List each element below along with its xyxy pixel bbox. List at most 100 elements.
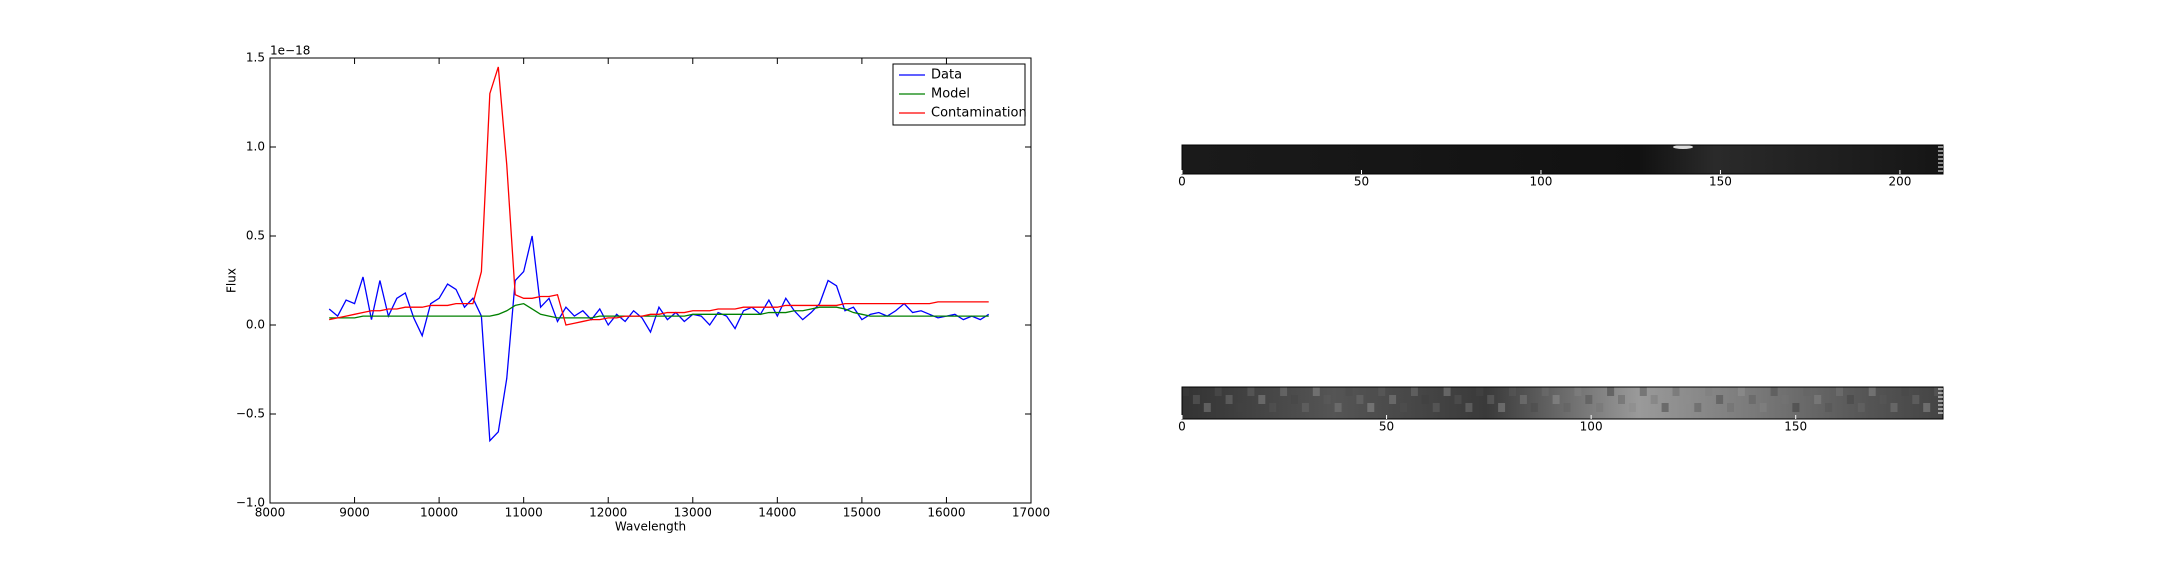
image-texture xyxy=(1607,387,1615,396)
image-texture xyxy=(1530,403,1538,412)
image-texture xyxy=(1846,395,1854,404)
x-tick-label: 15000 xyxy=(843,506,881,520)
data-line xyxy=(328,235,990,443)
x-tick-label: 11000 xyxy=(505,506,543,520)
image-texture xyxy=(1465,403,1473,412)
image-texture xyxy=(1672,387,1680,396)
x-tick-label: 200 xyxy=(1888,175,1911,189)
image-texture xyxy=(1781,395,1789,404)
image-texture xyxy=(1367,403,1375,412)
image-texture xyxy=(1410,387,1418,396)
image-texture xyxy=(1934,387,1942,396)
image-texture xyxy=(1312,387,1320,396)
x-tick-label: 50 xyxy=(1354,175,1369,189)
y-axis-label: Flux xyxy=(225,268,239,293)
y-tick-label: 0.0 xyxy=(246,318,265,332)
image-frame xyxy=(1181,386,1944,420)
x-tick-label: 50 xyxy=(1379,420,1394,434)
image-texture xyxy=(1596,403,1604,412)
image-texture xyxy=(1737,387,1745,396)
image-texture xyxy=(1759,403,1767,412)
image-texture xyxy=(1683,395,1691,404)
data-line xyxy=(329,66,989,326)
x-tick-label: 8000 xyxy=(255,506,286,520)
image-texture xyxy=(1225,395,1233,404)
image-texture xyxy=(1618,395,1625,404)
image-texture xyxy=(1345,387,1353,396)
image-texture xyxy=(1661,403,1669,412)
x-tick-label: 13000 xyxy=(674,506,712,520)
image-texture xyxy=(1814,395,1822,404)
image-texture xyxy=(1923,403,1931,412)
image-texture xyxy=(1868,387,1876,396)
image-texture xyxy=(1323,395,1331,404)
x-tick-label: 10000 xyxy=(420,506,458,520)
image-texture xyxy=(1563,403,1571,412)
x-tick-label: 14000 xyxy=(758,506,796,520)
image-texture xyxy=(1334,403,1342,412)
image-texture xyxy=(1639,387,1647,396)
image-feature xyxy=(1673,145,1693,149)
image-texture xyxy=(1857,403,1865,412)
image-texture xyxy=(1716,395,1724,404)
image-texture xyxy=(1705,387,1713,396)
image-texture xyxy=(1443,387,1451,396)
data-line xyxy=(329,302,989,319)
image-texture xyxy=(1727,403,1734,412)
image-pixels xyxy=(1182,145,1943,174)
image-texture xyxy=(1901,387,1909,396)
image-texture xyxy=(1836,387,1843,396)
image-texture xyxy=(1192,395,1200,404)
image-texture xyxy=(1890,403,1898,412)
image-texture xyxy=(1509,387,1516,396)
image-texture xyxy=(1748,395,1756,404)
x-tick-label: 150 xyxy=(1784,420,1807,434)
y-tick-label: −1.0 xyxy=(236,496,265,510)
y-tick-label: 1.0 xyxy=(246,140,265,154)
image-texture xyxy=(1912,395,1920,404)
x-tick-label: 150 xyxy=(1709,175,1732,189)
image-texture xyxy=(1247,387,1255,396)
image-texture xyxy=(1421,395,1429,404)
image-texture xyxy=(1498,403,1506,412)
image-texture xyxy=(1236,403,1244,412)
image-texture xyxy=(1258,395,1266,404)
x-tick-label: 0 xyxy=(1178,175,1186,189)
x-tick-label: 0 xyxy=(1178,420,1186,434)
image-texture xyxy=(1291,395,1298,404)
legend-label: Contamination xyxy=(931,106,1027,121)
image-texture xyxy=(1182,387,1189,396)
legend-box xyxy=(892,63,1026,126)
image-texture xyxy=(1269,403,1277,412)
image-texture xyxy=(1280,387,1288,396)
image-texture xyxy=(1770,387,1778,396)
image-texture xyxy=(1585,395,1593,404)
offset-text: 1e−18 xyxy=(270,44,310,58)
image-texture xyxy=(1214,387,1222,396)
image-texture xyxy=(1476,387,1484,396)
image-texture xyxy=(1694,403,1702,412)
image-texture xyxy=(1628,403,1636,412)
y-tick-label: −0.5 xyxy=(236,407,265,421)
y-tick-label: 1.5 xyxy=(246,51,265,65)
image-texture xyxy=(1432,403,1440,412)
legend-label: Data xyxy=(931,68,962,83)
image-texture xyxy=(1650,395,1658,404)
image-texture xyxy=(1454,395,1462,404)
x-tick-label: 100 xyxy=(1580,420,1603,434)
x-tick-label: 17000 xyxy=(1012,506,1050,520)
image-texture xyxy=(1803,387,1811,396)
x-tick-label: 100 xyxy=(1530,175,1553,189)
image-texture xyxy=(1301,403,1309,412)
plot-area xyxy=(270,58,1031,503)
image-texture xyxy=(1487,395,1495,404)
axes-frame xyxy=(269,57,1032,504)
x-tick-label: 16000 xyxy=(927,506,965,520)
legend-label: Model xyxy=(931,87,970,102)
x-tick-label: 12000 xyxy=(589,506,627,520)
image-texture xyxy=(1552,395,1560,404)
image-texture xyxy=(1519,395,1527,404)
image-texture xyxy=(1356,395,1364,404)
